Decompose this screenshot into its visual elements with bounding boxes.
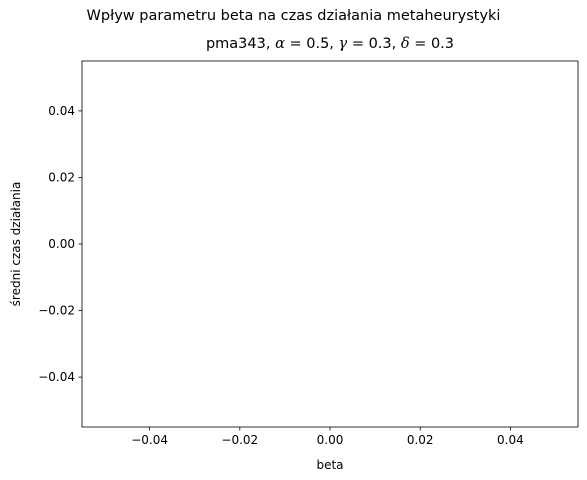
x-tick-label: 0.02 [407,433,434,447]
plot-area [81,60,579,428]
x-tick-label: −0.02 [221,433,258,447]
title-delta-value: = 0.3 [414,36,455,52]
y-tick-label: 0.02 [48,170,75,184]
title-instance: pma343, [205,36,271,52]
x-tick-label: 0.00 [317,433,344,447]
y-tick-label: −0.02 [38,304,75,318]
title-alpha-value: = 0.5, [289,36,334,52]
gamma-symbol: γ [338,36,348,52]
y-axis-ticks: −0.04 −0.02 0.00 0.02 0.04 [38,104,82,384]
alpha-symbol: α [275,36,285,52]
y-tick-label: −0.04 [38,370,75,384]
title-gamma-value: = 0.3, [351,36,397,52]
y-tick-label: 0.04 [48,104,75,118]
y-axis-label: średni czas działania [9,182,23,307]
figure-suptitle: Wpływ parametru beta na czas działania m… [86,8,501,24]
y-tick-label: 0.00 [48,237,75,251]
x-tick-label: −0.04 [131,433,168,447]
x-axis-ticks: −0.04 −0.02 0.00 0.02 0.04 [131,427,524,447]
delta-symbol: δ [400,36,410,52]
axes-title: pma343, α = 0.5, γ = 0.3, δ = 0.3 [82,36,578,52]
x-axis-label: beta [316,458,343,472]
x-tick-label: 0.04 [497,433,524,447]
